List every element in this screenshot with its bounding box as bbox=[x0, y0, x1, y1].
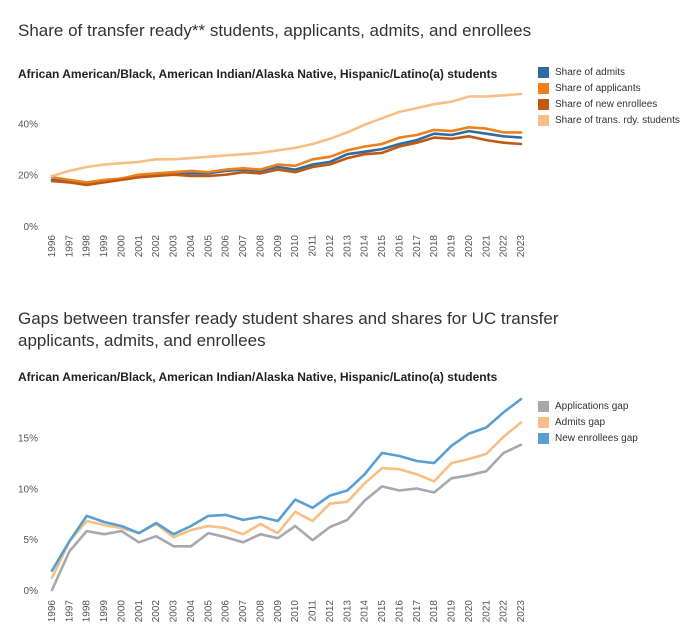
y-tick-label: 20% bbox=[18, 171, 38, 182]
x-tick-label: 2004 bbox=[186, 235, 197, 258]
legend-label: Applications gap bbox=[555, 400, 629, 412]
x-tick-label: 2020 bbox=[464, 600, 475, 623]
x-tick-label: 2001 bbox=[134, 235, 145, 258]
x-tick-label: 2003 bbox=[169, 235, 180, 258]
x-tick-label: 2015 bbox=[377, 235, 388, 258]
y-tick-label: 0% bbox=[24, 586, 39, 597]
legend-swatch bbox=[538, 66, 549, 78]
legend-swatch bbox=[538, 82, 549, 94]
x-tick-label: 1997 bbox=[64, 235, 75, 258]
legend-label: Share of new enrollees bbox=[555, 98, 658, 110]
chart2-title: Gaps between transfer ready student shar… bbox=[18, 309, 559, 350]
x-tick-label: 2006 bbox=[221, 600, 232, 623]
x-tick-label: 2011 bbox=[308, 600, 319, 622]
x-tick-label: 2000 bbox=[116, 235, 127, 258]
legend-item: New enrollees gap bbox=[538, 430, 638, 446]
x-tick-label: 2000 bbox=[116, 600, 127, 623]
legend-item: Share of new enrollees bbox=[538, 96, 680, 112]
x-tick-label: 2021 bbox=[481, 235, 492, 258]
x-tick-label: 2012 bbox=[325, 235, 336, 258]
legend-item: Admits gap bbox=[538, 414, 638, 430]
x-tick-label: 2020 bbox=[464, 235, 475, 258]
x-tick-label: 2003 bbox=[169, 600, 180, 623]
x-tick-label: 2009 bbox=[273, 600, 284, 623]
x-tick-label: 2019 bbox=[447, 235, 458, 258]
x-tick-label: 2022 bbox=[499, 235, 510, 258]
x-tick-label: 2006 bbox=[221, 235, 232, 258]
legend-item: Applications gap bbox=[538, 398, 638, 414]
legend-swatch bbox=[538, 114, 549, 126]
x-tick-label: 2019 bbox=[447, 600, 458, 623]
y-tick-label: 10% bbox=[18, 484, 38, 495]
series-line bbox=[50, 443, 523, 592]
x-tick-label: 1998 bbox=[82, 235, 93, 258]
chart2-subtitle: African American/Black, American Indian/… bbox=[18, 370, 498, 384]
x-tick-label: 1996 bbox=[47, 235, 58, 258]
x-tick-label: 2009 bbox=[273, 235, 284, 258]
x-tick-label: 2010 bbox=[290, 600, 301, 623]
x-tick-label: 1997 bbox=[64, 600, 75, 623]
x-tick-label: 2010 bbox=[290, 235, 301, 258]
x-tick-label: 2018 bbox=[429, 600, 440, 623]
legend-label: Share of applicants bbox=[555, 82, 641, 94]
legend-item: Share of admits bbox=[538, 64, 680, 80]
x-tick-label: 1998 bbox=[82, 600, 93, 623]
x-tick-label: 2023 bbox=[516, 235, 527, 258]
x-tick-label: 1996 bbox=[47, 600, 58, 623]
chart1-title: Share of transfer ready** students, appl… bbox=[18, 21, 532, 40]
legend-swatch bbox=[538, 98, 549, 110]
x-tick-label: 2014 bbox=[360, 600, 371, 623]
legend-item: Share of applicants bbox=[538, 80, 680, 96]
y-tick-label: 5% bbox=[24, 535, 39, 546]
x-tick-label: 2004 bbox=[186, 600, 197, 623]
x-tick-label: 1999 bbox=[99, 235, 110, 258]
chart1-legend: Share of admits Share of applicants Share … bbox=[538, 64, 680, 128]
chart1-plot: 0% 20% 40% 1996 1997 1998 1999 2000 2001 2002 2003… bbox=[18, 92, 527, 258]
x-tick-label: 2015 bbox=[377, 600, 388, 623]
legend-label: Share of admits bbox=[555, 66, 626, 78]
x-tick-label: 2011 bbox=[308, 235, 319, 257]
legend-item: Share of trans. rdy. students bbox=[538, 112, 680, 128]
x-tick-label: 2014 bbox=[360, 235, 371, 258]
series-line bbox=[50, 125, 523, 184]
x-tick-label: 2012 bbox=[325, 600, 336, 623]
y-tick-label: 40% bbox=[18, 119, 38, 130]
legend-label: Share of trans. rdy. students bbox=[555, 114, 680, 126]
x-tick-label: 2017 bbox=[412, 600, 423, 623]
x-tick-label: 2017 bbox=[412, 235, 423, 258]
legend-swatch bbox=[538, 432, 549, 444]
chart2-plot: 0% 5% 10% 15% 1996 1997 1998 1999 2000 2001 2002 20… bbox=[18, 397, 527, 623]
x-tick-label: 2002 bbox=[151, 235, 162, 258]
x-tick-label: 2007 bbox=[238, 600, 249, 623]
x-tick-label: 2013 bbox=[342, 600, 353, 623]
x-tick-label: 2001 bbox=[134, 600, 145, 623]
x-tick-label: 2022 bbox=[499, 600, 510, 623]
x-tick-label: 2007 bbox=[238, 235, 249, 258]
x-tick-label: 2016 bbox=[394, 600, 405, 623]
y-tick-label: 0% bbox=[24, 222, 39, 233]
x-tick-label: 2008 bbox=[255, 235, 266, 258]
x-tick-label: 2002 bbox=[151, 600, 162, 623]
series-line bbox=[50, 134, 523, 187]
legend-label: New enrollees gap bbox=[555, 432, 638, 444]
x-tick-label: 2005 bbox=[203, 235, 214, 258]
series-line bbox=[50, 92, 523, 178]
x-tick-label: 2013 bbox=[342, 235, 353, 258]
x-tick-label: 2021 bbox=[481, 600, 492, 623]
x-tick-label: 2016 bbox=[394, 235, 405, 258]
legend-label: Admits gap bbox=[555, 416, 606, 428]
chart1-subtitle: African American/Black, American Indian/… bbox=[18, 67, 498, 81]
chart2-legend: Applications gap Admits gap New enrollees … bbox=[538, 398, 638, 446]
y-tick-label: 15% bbox=[18, 434, 38, 445]
series-line bbox=[50, 397, 523, 572]
x-tick-label: 2005 bbox=[203, 600, 214, 623]
x-tick-label: 2018 bbox=[429, 235, 440, 258]
legend-swatch bbox=[538, 416, 549, 428]
x-tick-label: 2023 bbox=[516, 600, 527, 623]
legend-swatch bbox=[538, 400, 549, 412]
x-tick-label: 2008 bbox=[255, 600, 266, 623]
x-tick-label: 1999 bbox=[99, 600, 110, 623]
